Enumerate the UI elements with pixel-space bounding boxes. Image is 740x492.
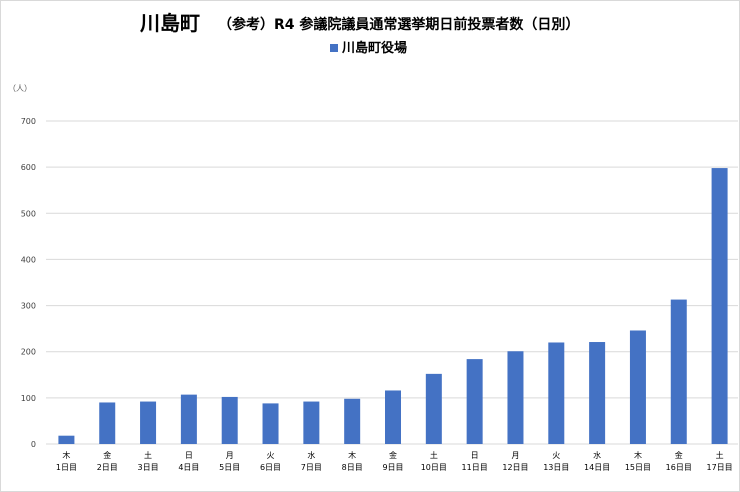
bar (221, 396, 238, 444)
x-tick-weekday: 火 (552, 451, 560, 460)
bar (425, 373, 442, 444)
x-tick-weekday: 木 (62, 450, 70, 460)
gridlines (46, 120, 738, 445)
y-tick-label: 500 (21, 209, 36, 218)
bar (548, 342, 565, 444)
x-tick-weekday: 水 (593, 450, 601, 460)
y-tick-label: 600 (21, 163, 36, 172)
bar (385, 390, 401, 444)
y-tick-label: 100 (21, 394, 36, 403)
y-axis-tick-labels: 0 100 200 300 400 500 600 700 (21, 117, 36, 449)
x-tick-weekday: 金 (103, 450, 111, 460)
x-tick-weekday: 月 (511, 451, 519, 460)
chart-title-main: 川島町 (139, 11, 200, 35)
x-tick-weekday: 月 (226, 451, 234, 460)
bar (344, 398, 361, 444)
x-tick-day: 7日目 (301, 463, 322, 472)
x-tick-weekday: 木 (634, 450, 642, 460)
y-tick-label: 400 (21, 255, 36, 264)
bar (262, 403, 279, 444)
y-tick-label: 200 (21, 348, 36, 357)
bar (58, 435, 75, 444)
legend-label: 川島町役場 (341, 40, 407, 56)
bar (670, 299, 687, 444)
bar (99, 402, 116, 444)
x-tick-weekday: 金 (389, 450, 397, 460)
x-tick-day: 3日目 (138, 463, 159, 472)
x-tick-weekday: 日 (471, 451, 479, 460)
x-tick-day: 2日目 (97, 463, 118, 472)
x-tick-day: 13日目 (543, 463, 569, 472)
bar (180, 394, 197, 444)
bar (507, 351, 524, 444)
x-tick-day: 8日目 (342, 463, 363, 472)
bars (58, 168, 728, 444)
x-tick-day: 1日目 (56, 463, 77, 472)
x-tick-day: 12日目 (502, 463, 528, 472)
x-tick-day: 9日目 (382, 463, 403, 472)
x-tick-day: 15日目 (625, 463, 651, 472)
bar (140, 401, 157, 444)
bar (466, 359, 483, 444)
x-tick-weekday: 土 (144, 450, 152, 460)
x-tick-day: 16日目 (666, 463, 692, 472)
y-axis-unit-label: （人） (8, 84, 32, 93)
x-tick-day: 6日目 (260, 463, 281, 472)
x-tick-weekday: 土 (430, 450, 438, 460)
bar (629, 330, 646, 444)
x-tick-day: 17日目 (706, 463, 732, 472)
x-axis-tick-labels: 木 1日目 金 2日目 土 3日目 日 4日目 月 5日目 火 6日目 水 7日目 木 8日目 金 9日目 土 10日… (56, 450, 733, 472)
x-tick-weekday: 日 (185, 451, 193, 460)
y-tick-label: 0 (31, 440, 36, 449)
legend: 川島町役場 (330, 40, 407, 56)
bar (711, 168, 728, 444)
x-tick-day: 4日目 (178, 463, 199, 472)
x-tick-day: 14日目 (584, 463, 610, 472)
y-tick-label: 700 (21, 117, 36, 126)
x-tick-weekday: 金 (675, 450, 683, 460)
x-tick-weekday: 土 (716, 450, 724, 460)
x-tick-weekday: 水 (307, 450, 315, 460)
x-tick-day: 5日目 (219, 463, 240, 472)
chart-title: 川島町 （参考）R4 参議院議員通常選挙期日前投票者数（日別） (139, 11, 579, 35)
x-tick-day: 11日目 (462, 463, 488, 472)
x-tick-day: 10日目 (421, 463, 447, 472)
chart-title-sub: （参考）R4 参議院議員通常選挙期日前投票者数（日別） (218, 16, 579, 33)
bar (589, 342, 606, 444)
x-tick-weekday: 木 (348, 450, 356, 460)
x-tick-weekday: 火 (267, 451, 275, 460)
y-tick-label: 300 (21, 302, 36, 311)
legend-swatch (330, 44, 338, 52)
bar (303, 401, 320, 444)
